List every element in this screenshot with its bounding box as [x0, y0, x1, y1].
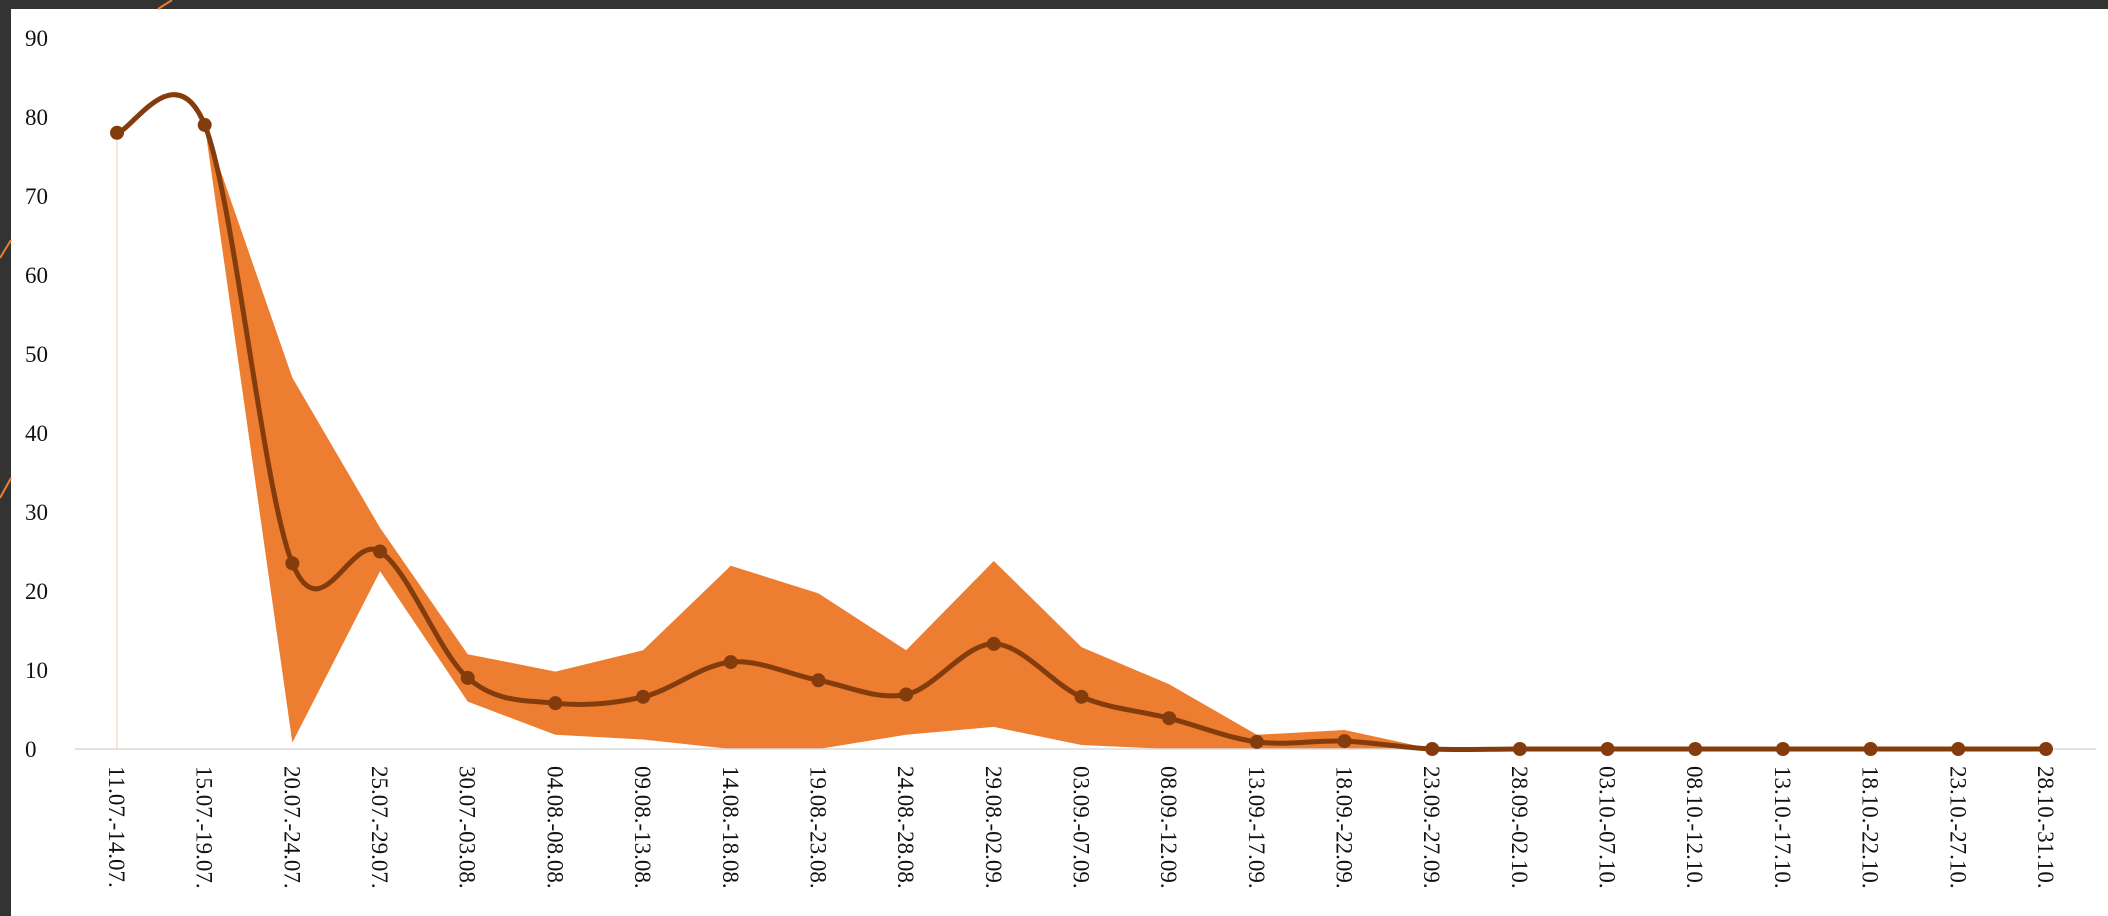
line-chart: 0 10 20 30 40 50 60 70 80 90 11.07.-14.07. 15.07.-…	[25, 26, 2096, 889]
data-point-13	[1249, 734, 1264, 749]
x-tick-label: 08.10.-12.10.	[1682, 766, 1707, 889]
x-tick-label: 28.09.-02.10.	[1507, 766, 1532, 889]
x-tick-label: 11.07.-14.07.	[104, 766, 129, 888]
data-point-10	[986, 636, 1001, 651]
x-tick-label: 03.09.-07.09.	[1068, 766, 1093, 889]
y-axis-ticks: 0 10 20 30 40 50 60 70 80 90	[25, 26, 48, 762]
data-point-3	[373, 544, 388, 559]
x-tick-label: 13.09.-17.09.	[1244, 766, 1269, 889]
y-tick-label: 40	[25, 421, 48, 446]
chart-panel: 0 10 20 30 40 50 60 70 80 90 11.07.-14.07. 15.07.-…	[11, 9, 2108, 916]
x-tick-label: 30.07.-03.08.	[455, 766, 480, 889]
y-tick-label: 60	[25, 263, 48, 288]
x-tick-label: 15.07.-19.07.	[192, 766, 217, 889]
x-tick-label: 23.09.-27.09.	[1419, 766, 1444, 889]
y-tick-label: 90	[25, 26, 48, 51]
data-point-9	[899, 687, 914, 702]
data-point-12	[1162, 711, 1177, 726]
x-tick-label: 25.07.-29.07.	[367, 766, 392, 889]
data-point-0	[110, 125, 124, 140]
data-point-5	[548, 696, 563, 711]
y-tick-label: 80	[25, 105, 48, 130]
data-point-1	[197, 117, 212, 132]
y-tick-label: 50	[25, 342, 48, 367]
data-point-7	[723, 655, 738, 670]
y-tick-label: 0	[25, 737, 37, 762]
decor-line-top	[157, 0, 173, 10]
x-tick-label: 08.09.-12.09.	[1156, 766, 1181, 889]
decor-line-left-1	[0, 239, 12, 259]
x-tick-label: 29.08.-02.09.	[981, 766, 1006, 889]
data-point-20	[1863, 742, 1878, 756]
x-tick-label: 19.08.-23.08.	[805, 766, 830, 889]
data-point-4	[460, 670, 475, 685]
data-point-16	[1512, 742, 1527, 756]
data-point-17	[1600, 742, 1615, 756]
data-point-11	[1074, 689, 1089, 704]
y-tick-label: 30	[25, 500, 48, 525]
x-tick-label: 23.10.-27.10.	[1945, 766, 1970, 889]
data-point-18	[1688, 742, 1703, 756]
x-tick-label: 18.09.-22.09.	[1332, 766, 1357, 889]
x-tick-label: 14.08.-18.08.	[718, 766, 743, 889]
x-axis-ticks: 11.07.-14.07. 15.07.-19.07. 20.07.-24.07. 2…	[104, 766, 2058, 889]
data-point-22	[2038, 742, 2053, 756]
x-tick-label: 18.10.-22.10.	[1858, 766, 1883, 889]
y-tick-label: 10	[25, 658, 48, 683]
error-band-area	[117, 124, 2046, 749]
data-point-14	[1337, 734, 1352, 749]
data-point-15	[1425, 742, 1440, 756]
x-tick-label: 09.08.-13.08.	[630, 766, 655, 889]
error-band	[116, 124, 2046, 749]
y-tick-label: 70	[25, 184, 48, 209]
y-tick-label: 20	[25, 579, 48, 604]
x-tick-label: 03.10.-07.10.	[1595, 766, 1620, 889]
x-tick-label: 28.10.-31.10.	[2033, 766, 2058, 889]
x-tick-label: 24.08.-28.08.	[893, 766, 918, 889]
x-tick-label: 04.08.-08.08.	[542, 766, 567, 889]
decor-line-left-2	[0, 477, 12, 499]
data-point-21	[1951, 742, 1966, 756]
data-point-6	[636, 689, 651, 704]
data-point-8	[811, 673, 826, 688]
x-tick-label: 20.07.-24.07.	[279, 766, 304, 889]
data-points	[110, 117, 2053, 756]
x-tick-label: 13.10.-17.10.	[1770, 766, 1795, 889]
data-point-19	[1775, 742, 1790, 756]
data-point-2	[285, 556, 300, 571]
